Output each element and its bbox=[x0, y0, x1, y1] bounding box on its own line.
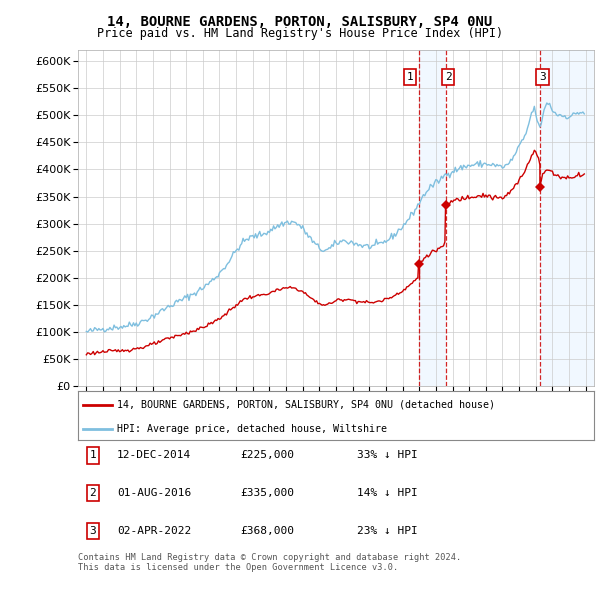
Text: 12-DEC-2014: 12-DEC-2014 bbox=[117, 451, 191, 460]
Text: 02-APR-2022: 02-APR-2022 bbox=[117, 526, 191, 536]
Text: £335,000: £335,000 bbox=[240, 488, 294, 497]
Text: This data is licensed under the Open Government Licence v3.0.: This data is licensed under the Open Gov… bbox=[78, 563, 398, 572]
Text: 14% ↓ HPI: 14% ↓ HPI bbox=[357, 488, 418, 497]
Text: 14, BOURNE GARDENS, PORTON, SALISBURY, SP4 0NU: 14, BOURNE GARDENS, PORTON, SALISBURY, S… bbox=[107, 15, 493, 29]
Text: £225,000: £225,000 bbox=[240, 451, 294, 460]
Text: 2: 2 bbox=[445, 72, 451, 82]
Text: 3: 3 bbox=[89, 526, 97, 536]
Text: 23% ↓ HPI: 23% ↓ HPI bbox=[357, 526, 418, 536]
Text: Price paid vs. HM Land Registry's House Price Index (HPI): Price paid vs. HM Land Registry's House … bbox=[97, 27, 503, 40]
Bar bbox=[540, 50, 594, 386]
Text: 14, BOURNE GARDENS, PORTON, SALISBURY, SP4 0NU (detached house): 14, BOURNE GARDENS, PORTON, SALISBURY, S… bbox=[116, 399, 494, 409]
Text: HPI: Average price, detached house, Wiltshire: HPI: Average price, detached house, Wilt… bbox=[116, 424, 387, 434]
Text: 1: 1 bbox=[89, 451, 97, 460]
Text: £368,000: £368,000 bbox=[240, 526, 294, 536]
Text: 01-AUG-2016: 01-AUG-2016 bbox=[117, 488, 191, 497]
Text: Contains HM Land Registry data © Crown copyright and database right 2024.: Contains HM Land Registry data © Crown c… bbox=[78, 553, 461, 562]
Bar bbox=[419, 50, 446, 386]
Text: 1: 1 bbox=[407, 72, 413, 82]
Text: 2: 2 bbox=[89, 488, 97, 497]
Text: 33% ↓ HPI: 33% ↓ HPI bbox=[357, 451, 418, 460]
Text: 3: 3 bbox=[539, 72, 546, 82]
